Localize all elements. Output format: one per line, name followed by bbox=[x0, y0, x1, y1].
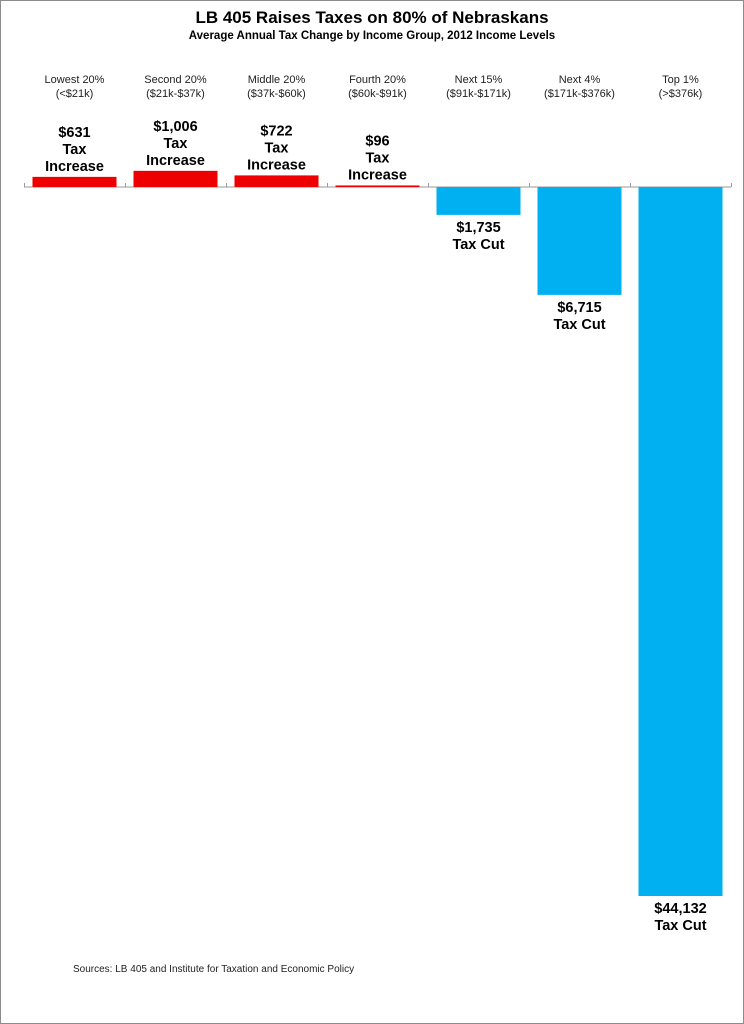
category-range-label: ($21k-$37k) bbox=[146, 88, 205, 100]
data-label: Increase bbox=[247, 157, 306, 173]
category-range-label: ($60k-$91k) bbox=[348, 88, 407, 100]
chart-subtitle: Average Annual Tax Change by Income Grou… bbox=[188, 30, 556, 42]
bar-4 bbox=[335, 185, 420, 187]
category-range-label: ($91k-$171k) bbox=[446, 88, 511, 100]
bar-3 bbox=[234, 175, 319, 187]
data-label: Tax bbox=[63, 142, 87, 158]
data-label: Tax Cut bbox=[553, 317, 605, 333]
data-label: Tax Cut bbox=[654, 918, 706, 934]
source-note: Sources: LB 405 and Institute for Taxati… bbox=[73, 964, 355, 975]
category-label: Top 1% bbox=[662, 74, 699, 86]
data-label: $1,735 bbox=[456, 220, 500, 236]
bar-2 bbox=[133, 170, 218, 187]
category-label: Second 20% bbox=[144, 74, 207, 86]
data-label: $6,715 bbox=[557, 300, 601, 316]
data-label: Increase bbox=[348, 167, 407, 183]
category-label: Next 15% bbox=[455, 74, 503, 86]
data-label: Tax Cut bbox=[452, 237, 504, 253]
category-label: Fourth 20% bbox=[349, 74, 406, 86]
bar-5 bbox=[436, 187, 521, 215]
data-label: $96 bbox=[365, 133, 389, 149]
data-label: Increase bbox=[146, 153, 205, 169]
data-label: Tax bbox=[164, 136, 188, 152]
category-range-label: (<$21k) bbox=[56, 88, 94, 100]
data-label: Tax bbox=[366, 150, 390, 166]
category-range-label: (>$376k) bbox=[659, 88, 703, 100]
data-label: $1,006 bbox=[153, 119, 197, 135]
chart-title: LB 405 Raises Taxes on 80% of Nebraskans bbox=[195, 8, 549, 27]
data-label: $44,132 bbox=[654, 901, 706, 917]
data-label: $631 bbox=[58, 125, 90, 141]
data-label: $722 bbox=[260, 123, 292, 139]
category-range-label: ($37k-$60k) bbox=[247, 88, 306, 100]
category-range-label: ($171k-$376k) bbox=[544, 88, 615, 100]
bar-1 bbox=[32, 176, 117, 187]
bar-6 bbox=[537, 187, 622, 295]
data-label: Tax bbox=[265, 140, 289, 156]
category-label: Lowest 20% bbox=[45, 74, 105, 86]
data-label: Increase bbox=[45, 159, 104, 175]
category-label: Middle 20% bbox=[248, 74, 306, 86]
category-label: Next 4% bbox=[559, 74, 601, 86]
bar-7 bbox=[638, 187, 723, 896]
